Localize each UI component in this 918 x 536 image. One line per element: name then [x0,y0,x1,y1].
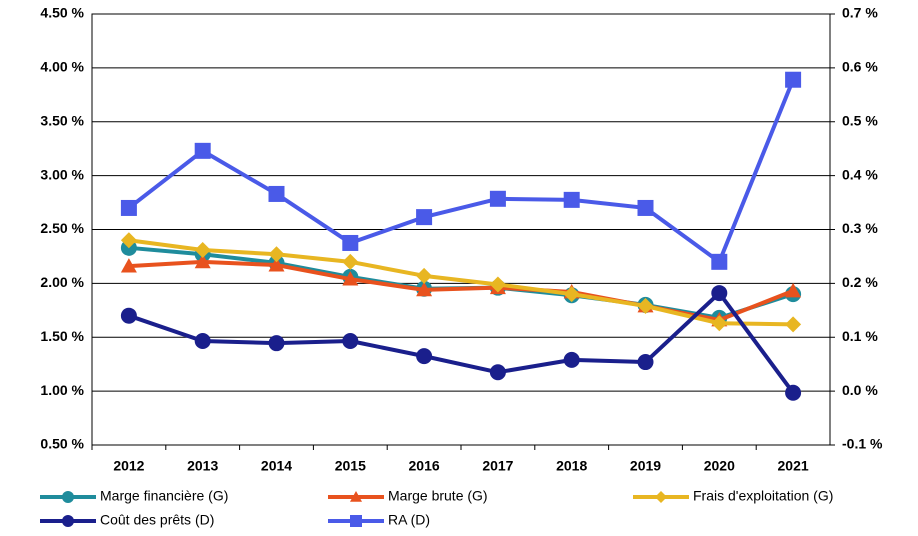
point [785,71,802,88]
point [268,185,285,202]
point [416,209,433,226]
y-tick-label: 4.50 % [40,5,84,21]
legend-label: RA (D) [388,512,430,528]
point [711,285,728,302]
point [268,257,285,272]
y-tick-label: 2.00 % [40,274,84,290]
point [416,267,433,284]
y2-tick-label: 0.4 % [842,166,878,182]
point [342,271,359,286]
point [489,276,506,293]
point [489,190,506,207]
legend-label: Coût des prêts (D) [100,512,214,528]
point [194,333,211,350]
legend-label: Frais d'exploitation (G) [693,488,833,504]
point [342,333,359,350]
point [194,253,211,269]
y2-tick-label: -0.1 % [842,436,883,452]
legend-marker [350,491,362,502]
y-tick-label: 4.00 % [40,59,84,75]
point [637,199,654,216]
legend-marker [350,515,362,527]
point [194,142,211,159]
point [785,282,802,298]
point [120,232,137,249]
point [711,253,728,270]
series-line [128,245,794,320]
point [637,298,654,315]
y2-tick-label: 0.5 % [842,112,878,128]
y-tick-label: 2.50 % [40,220,84,236]
y2-tick-label: 0.3 % [842,220,878,236]
x-tick-label: 2017 [482,458,513,474]
point [342,253,359,270]
point [637,354,654,371]
series-line [128,238,794,327]
x-tick-label: 2014 [261,458,292,474]
point [416,348,433,365]
x-tick-label: 2018 [556,458,587,474]
x-tick-label: 2013 [187,458,218,474]
x-tick-label: 2015 [335,458,366,474]
point [120,199,137,216]
x-tick-label: 2021 [778,458,809,474]
series-line [127,78,795,264]
point [563,191,580,208]
y-tick-label: 1.00 % [40,382,84,398]
y2-tick-label: 0.1 % [842,328,878,344]
y-tick-label: 3.00 % [40,166,84,182]
x-tick-label: 2016 [409,458,440,474]
legend-marker [62,491,74,503]
legend-marker [62,515,74,527]
point [342,234,359,251]
x-tick-label: 2019 [630,458,661,474]
point [785,384,802,401]
point [711,315,728,332]
legend-label: Marge financière (G) [100,488,228,504]
point [563,351,580,368]
series-line [128,291,795,394]
x-tick-label: 2012 [113,458,144,474]
y2-tick-label: 0.6 % [842,59,878,75]
x-tick-label: 2020 [704,458,735,474]
point [416,281,433,297]
point [268,335,285,352]
point [489,364,506,381]
legend-label: Marge brute (G) [388,488,488,504]
point [563,286,580,303]
legend-marker [655,491,667,503]
y2-tick-label: 0.0 % [842,382,878,398]
series-line [128,259,794,323]
y2-tick-label: 0.2 % [842,274,878,290]
point [120,307,137,324]
point [785,316,802,333]
point [120,258,137,273]
point [194,241,211,258]
y-tick-label: 1.50 % [40,328,84,344]
point [268,246,285,263]
y-tick-label: 0.50 % [40,436,84,452]
y2-tick-label: 0.7 % [842,5,878,21]
y-tick-label: 3.50 % [40,112,84,128]
